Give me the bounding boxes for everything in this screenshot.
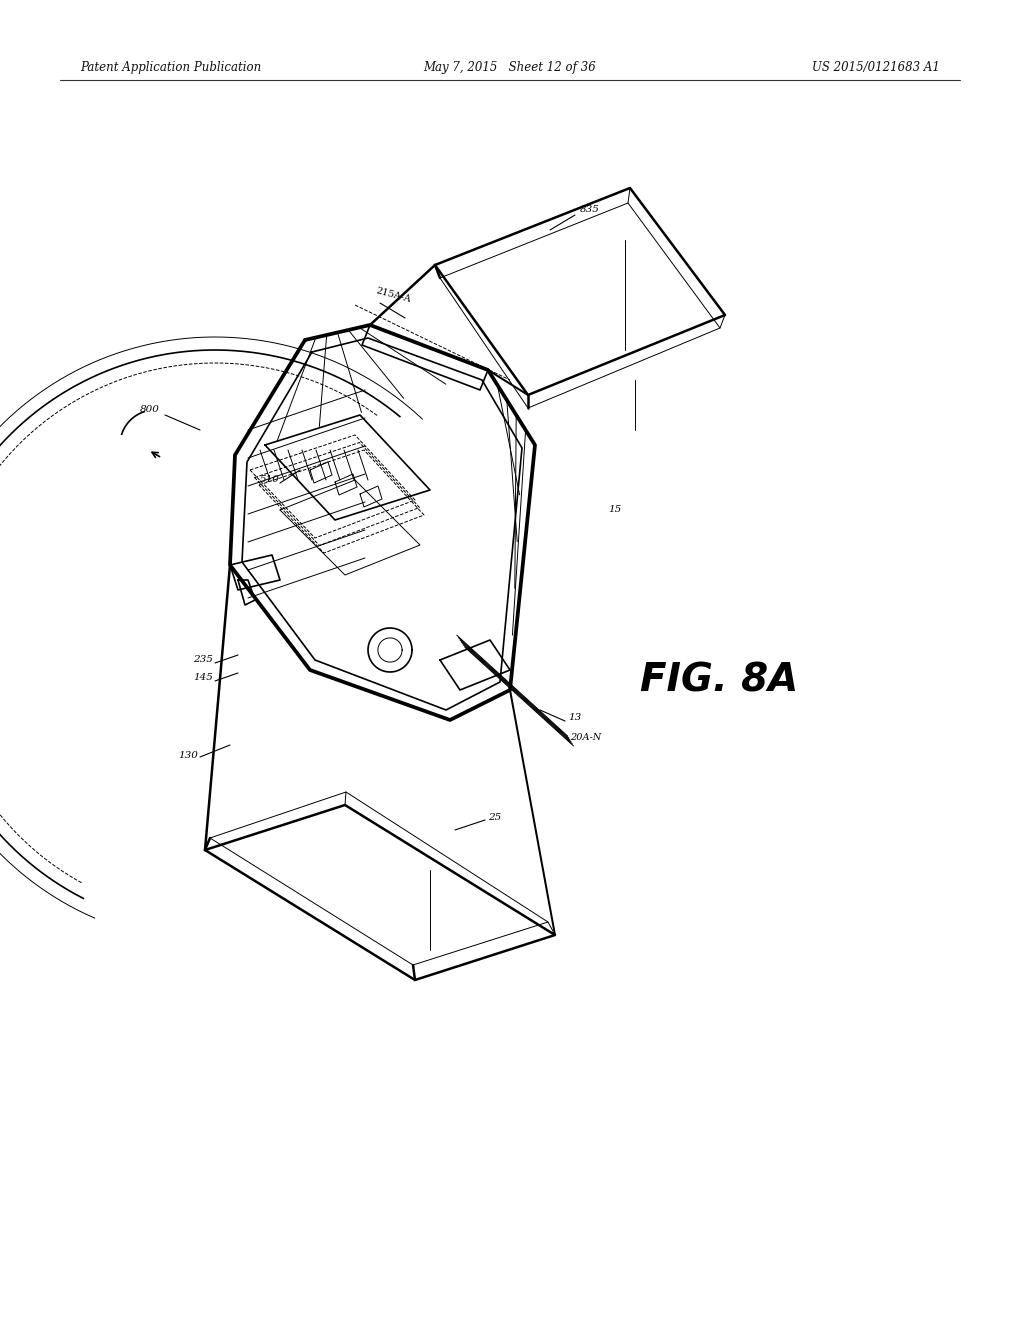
Text: Patent Application Publication: Patent Application Publication bbox=[79, 62, 261, 74]
Text: 510: 510 bbox=[260, 475, 279, 484]
Text: 800: 800 bbox=[140, 405, 160, 414]
Text: 215A-A: 215A-A bbox=[375, 286, 412, 304]
Text: US 2015/0121683 A1: US 2015/0121683 A1 bbox=[811, 62, 940, 74]
Text: 145: 145 bbox=[193, 673, 213, 682]
Text: FIG. 8A: FIG. 8A bbox=[639, 661, 798, 700]
Text: 15: 15 bbox=[607, 506, 621, 515]
Text: 130: 130 bbox=[178, 751, 198, 759]
Text: 20A-N: 20A-N bbox=[570, 734, 600, 742]
Text: 13: 13 bbox=[568, 714, 581, 722]
Text: 835: 835 bbox=[580, 206, 599, 214]
Text: May 7, 2015   Sheet 12 of 36: May 7, 2015 Sheet 12 of 36 bbox=[423, 62, 596, 74]
Text: 235: 235 bbox=[193, 656, 213, 664]
Text: 25: 25 bbox=[487, 813, 500, 822]
